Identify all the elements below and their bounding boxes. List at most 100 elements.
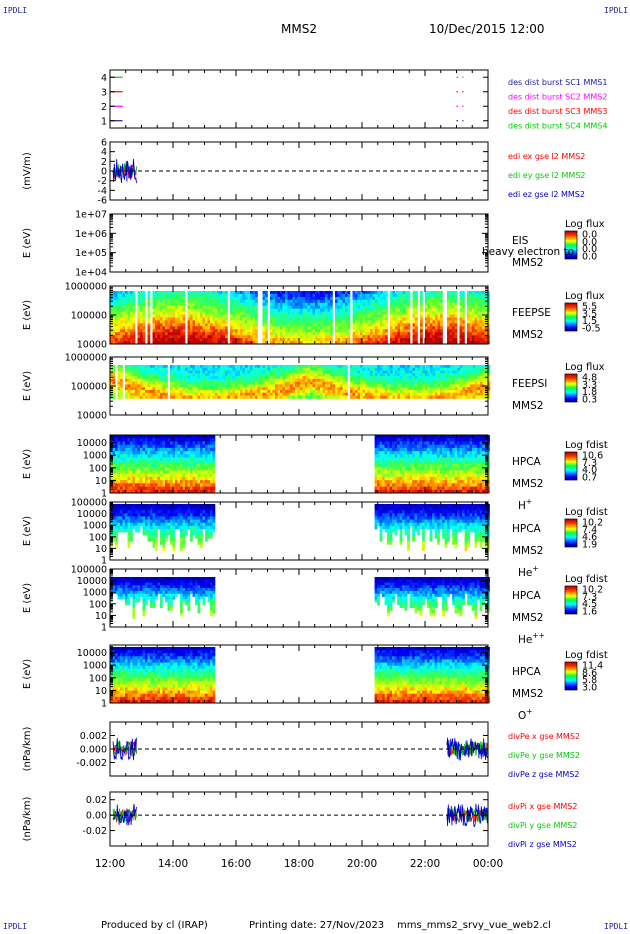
heatmap-cell bbox=[175, 302, 178, 307]
heatmap-cell bbox=[405, 367, 408, 371]
heatmap-cell bbox=[390, 378, 393, 383]
heatmap-cell bbox=[225, 302, 228, 307]
heatmap-cell bbox=[110, 305, 113, 309]
heatmap-cell bbox=[405, 387, 408, 391]
heatmap-cell bbox=[362, 320, 366, 324]
heatmap-cell bbox=[360, 320, 363, 324]
heatmap-cell bbox=[355, 293, 358, 298]
heatmap-cell bbox=[165, 370, 168, 374]
heatmap-cell bbox=[125, 308, 128, 312]
heatmap-cell bbox=[287, 335, 291, 339]
heatmap-cell bbox=[405, 291, 408, 295]
heatmap-cell bbox=[222, 320, 226, 324]
heatmap-cell bbox=[152, 451, 156, 455]
heatmap-cell bbox=[135, 486, 138, 491]
heatmap-cell bbox=[305, 381, 308, 385]
heatmap-cell bbox=[202, 291, 206, 295]
heatmap-cell bbox=[230, 299, 233, 304]
heatmap-cell bbox=[297, 323, 301, 327]
heatmap-cell bbox=[302, 373, 306, 377]
heatmap-cell bbox=[272, 332, 276, 336]
heatmap-cell bbox=[130, 483, 133, 487]
heatmap-cell bbox=[307, 390, 311, 394]
heatmap-cell bbox=[120, 457, 123, 462]
heatmap-cell bbox=[385, 367, 388, 371]
heatmap-cell bbox=[150, 486, 153, 491]
heatmap-cell bbox=[147, 326, 151, 330]
heatmap-cell bbox=[190, 308, 193, 312]
heatmap-cell bbox=[280, 299, 283, 304]
heatmap-cell bbox=[432, 370, 436, 374]
heatmap-cell bbox=[450, 373, 453, 377]
heatmap-cell bbox=[347, 308, 351, 312]
heatmap-cell bbox=[222, 323, 226, 327]
heatmap-cell bbox=[325, 390, 328, 394]
heatmap-cell bbox=[355, 384, 358, 388]
heatmap-cell bbox=[182, 293, 186, 298]
heatmap-cell bbox=[250, 291, 253, 295]
heatmap-cell bbox=[165, 293, 168, 298]
heatmap-cell bbox=[112, 387, 116, 391]
heatmap-cell bbox=[127, 480, 131, 484]
heatmap-cell bbox=[302, 370, 306, 374]
heatmap-cell bbox=[467, 341, 470, 345]
heatmap-cell bbox=[435, 341, 438, 345]
series-line-edi bbox=[112, 158, 137, 184]
heatmap-cell bbox=[297, 332, 301, 336]
heatmap-cell bbox=[300, 367, 303, 371]
heatmap-cell bbox=[360, 341, 363, 345]
heatmap-cell bbox=[202, 376, 206, 380]
heatmap-cell bbox=[417, 395, 421, 399]
heatmap-cell bbox=[372, 367, 376, 371]
heatmap-cell bbox=[122, 341, 126, 345]
heatmap-cell bbox=[232, 384, 236, 388]
heatmap-cell bbox=[437, 367, 441, 371]
heatmap-cell bbox=[395, 317, 398, 321]
heatmap-cell bbox=[482, 390, 486, 394]
heatmap-cell bbox=[212, 384, 216, 388]
heatmap-cell bbox=[482, 332, 485, 336]
heatmap-cell bbox=[177, 302, 181, 307]
heatmap-cell bbox=[415, 317, 418, 321]
heatmap-cell bbox=[110, 332, 113, 336]
heatmap-cell bbox=[137, 323, 141, 327]
heatmap-cell bbox=[222, 376, 226, 380]
heatmap-cell bbox=[177, 320, 181, 324]
heatmap-cell bbox=[227, 390, 231, 394]
heatmap-cell bbox=[447, 332, 450, 336]
heatmap-cell bbox=[152, 457, 156, 462]
heatmap-cell bbox=[300, 376, 303, 380]
heatmap-cell bbox=[477, 392, 481, 396]
heatmap-cell bbox=[330, 378, 333, 383]
heatmap-cell bbox=[337, 378, 341, 383]
heatmap-cell bbox=[177, 365, 181, 369]
heatmap-cell bbox=[325, 387, 328, 391]
heatmap-cell bbox=[440, 370, 443, 374]
heatmap-cell bbox=[305, 390, 308, 394]
heatmap-cell bbox=[242, 305, 246, 309]
heatmap-cell bbox=[285, 395, 288, 399]
heatmap-cell bbox=[310, 305, 313, 309]
heatmap-cell bbox=[140, 338, 143, 342]
heatmap-cell bbox=[272, 314, 276, 318]
heatmap-cell bbox=[335, 291, 338, 295]
heatmap-cell bbox=[182, 314, 186, 318]
heatmap-cell bbox=[245, 338, 248, 342]
heatmap-cell bbox=[275, 367, 278, 371]
heatmap-cell bbox=[337, 365, 341, 369]
heatmap-cell bbox=[152, 296, 156, 301]
heatmap-cell bbox=[195, 314, 198, 318]
heatmap-cell bbox=[327, 378, 331, 383]
heatmap-cell bbox=[482, 293, 485, 298]
heatmap-cell bbox=[400, 323, 403, 327]
heatmap-cell bbox=[197, 299, 201, 304]
heatmap-cell bbox=[147, 486, 151, 491]
heatmap-cell bbox=[222, 338, 226, 342]
heatmap-cell bbox=[345, 314, 348, 318]
heatmap-cell bbox=[225, 378, 228, 383]
heatmap-cell bbox=[435, 299, 438, 304]
heatmap-cell bbox=[347, 299, 351, 304]
heatmap-cell bbox=[270, 395, 273, 399]
heatmap-cell bbox=[150, 365, 153, 369]
heatmap-cell bbox=[147, 365, 151, 369]
